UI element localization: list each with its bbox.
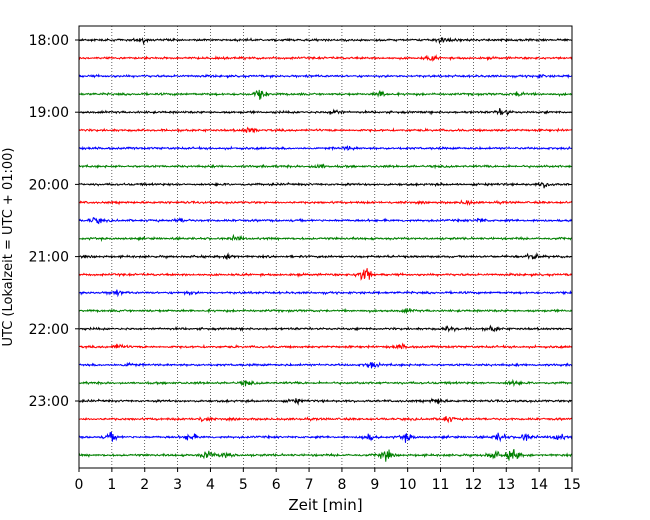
- x-tick-label: 0: [75, 477, 84, 493]
- y-tick-label: 23:00: [29, 394, 69, 410]
- trace-2100: [78, 252, 573, 260]
- y-axis-ticks: 18:00 19:00 20:00 21:00 22:00 23:00: [29, 33, 79, 410]
- x-tick-label: 4: [206, 477, 215, 493]
- trace-2145: [78, 308, 573, 315]
- trace-1815: [78, 53, 573, 62]
- y-tick-label: 21:00: [29, 250, 69, 266]
- x-tick-label: 8: [337, 477, 346, 493]
- trace-2000: [78, 181, 573, 189]
- trace-2200: [78, 324, 573, 333]
- plot-frame: [78, 25, 573, 469]
- trace-1915: [78, 126, 573, 134]
- trace-2130: [78, 289, 573, 298]
- y-axis-label: UTC (Lokalzeit = UTC + 01:00): [1, 148, 16, 347]
- x-tick-label: 10: [399, 477, 417, 493]
- x-tick-label: 3: [173, 477, 182, 493]
- x-tick-label: 7: [305, 477, 314, 493]
- x-tick-label: 11: [432, 477, 450, 493]
- trace-2315: [78, 416, 573, 424]
- y-tick-label: 22:00: [29, 322, 69, 338]
- x-axis-label: Zeit [min]: [288, 496, 362, 514]
- seismic-traces: [78, 36, 573, 462]
- x-tick-label: 14: [530, 477, 548, 493]
- trace-1930: [78, 145, 573, 152]
- x-tick-label: 6: [272, 477, 281, 493]
- x-tick-label: 2: [140, 477, 149, 493]
- trace-2345: [78, 449, 573, 462]
- trace-2045: [78, 233, 573, 243]
- trace-2330: [78, 431, 573, 443]
- trace-1900: [78, 107, 573, 117]
- y-tick-label: 18:00: [29, 33, 69, 49]
- y-tick-label: 20:00: [29, 177, 69, 193]
- trace-2115: [78, 268, 573, 281]
- trace-1830: [78, 73, 573, 80]
- trace-2015: [78, 199, 573, 207]
- x-tick-label: 12: [464, 477, 482, 493]
- trace-1800: [78, 36, 573, 46]
- trace-1845: [78, 89, 573, 100]
- trace-1945: [78, 163, 573, 170]
- trace-2230: [78, 361, 573, 369]
- x-tick-label: 1: [107, 477, 116, 493]
- trace-2245: [78, 378, 573, 388]
- x-tick-label: 13: [497, 477, 515, 493]
- x-tick-label: 5: [239, 477, 248, 493]
- x-axis-ticks: 0 1 2 3 4 5 6 7 8 9 10 11 12 13 14 15: [75, 468, 581, 493]
- trace-2030: [78, 216, 573, 225]
- x-tick-label: 9: [370, 477, 379, 493]
- y-tick-label: 19:00: [29, 105, 69, 121]
- trace-2300: [78, 397, 573, 406]
- trace-2215: [78, 342, 573, 350]
- x-tick-label: 15: [563, 477, 581, 493]
